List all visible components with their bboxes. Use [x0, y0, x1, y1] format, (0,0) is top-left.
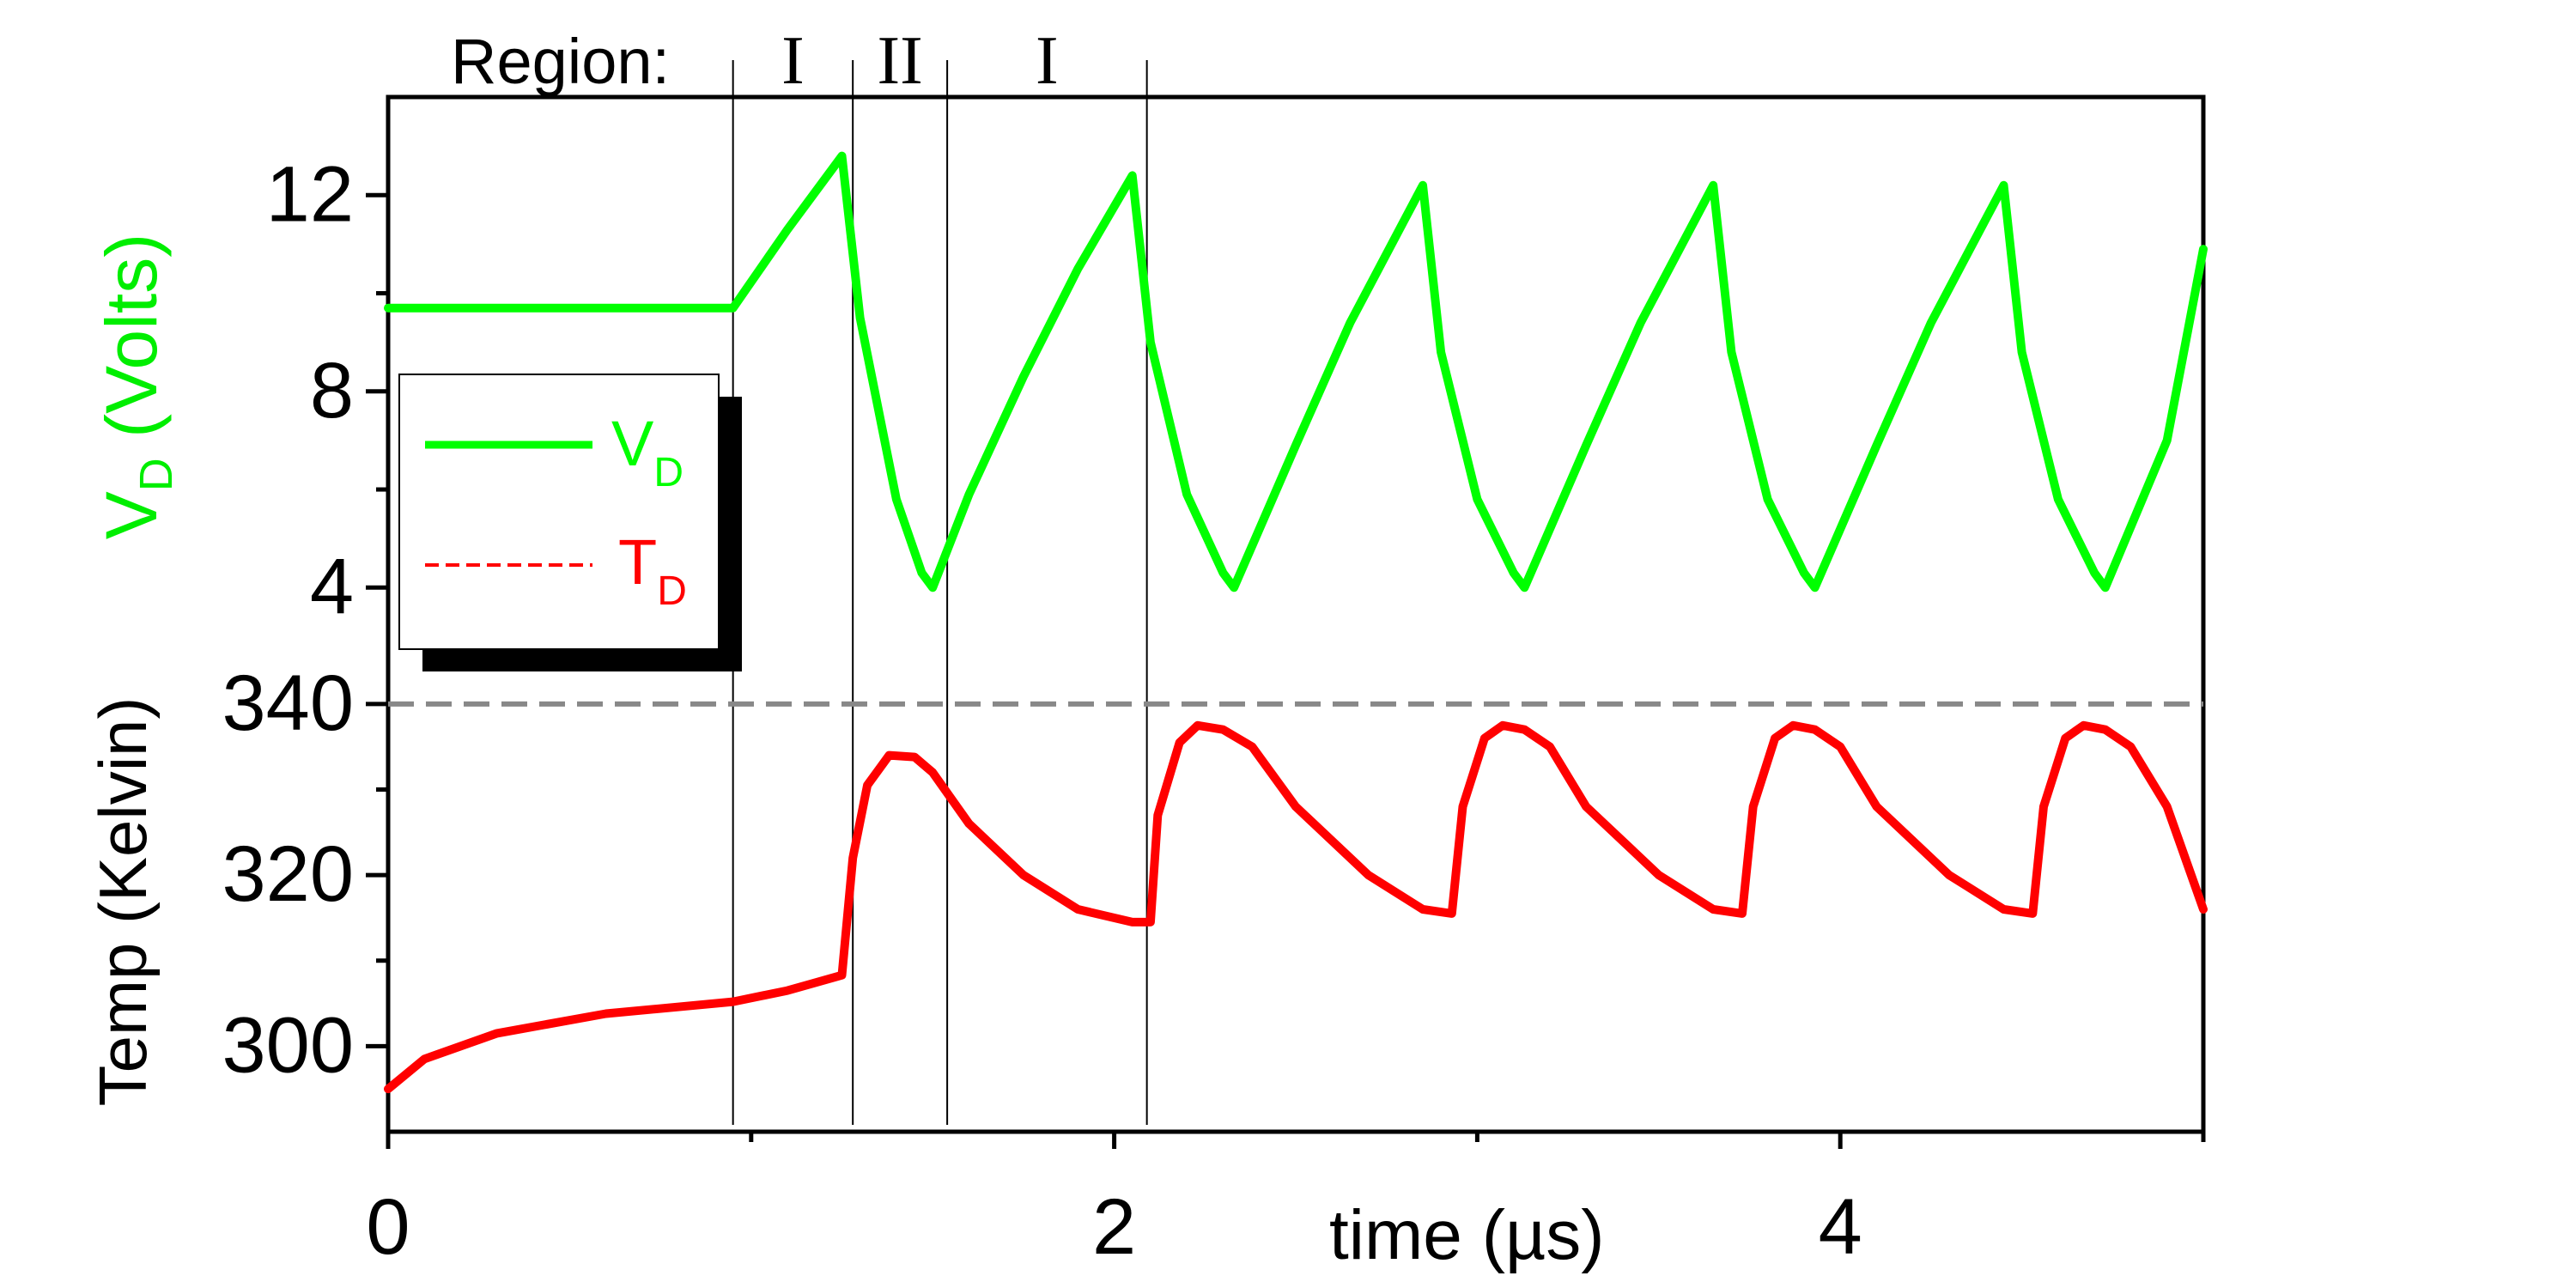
ylabel-v-main: V [91, 491, 172, 539]
series-vd-line [384, 151, 2208, 592]
series-vd-group [384, 151, 2208, 592]
y-voltage-tick-label: 4 [310, 543, 354, 630]
y-axis-label-voltage: VD (Volts) [91, 234, 182, 539]
y-temp-tick-label: 320 [222, 830, 355, 918]
x-tick-label: 2 [1092, 1183, 1136, 1271]
ylabel-v-rest: (Volts) [91, 234, 172, 458]
series-td-line [384, 720, 2208, 1094]
x-axis-label: time (µs) [1329, 1196, 1605, 1274]
legend-box [398, 374, 720, 650]
region-2-label: II [878, 23, 923, 99]
legend-vd-sub: D [653, 450, 683, 495]
series-td-group [384, 720, 2208, 1094]
x-tick-label: 0 [366, 1183, 410, 1271]
y-axis-ticks: 4 8 12 300 320 340 [222, 150, 388, 1089]
legend-label-td: TD [618, 526, 687, 614]
legend-td-sub: D [657, 568, 687, 614]
y-axis-label-temp: Temp (Kelvin) [85, 697, 161, 1107]
legend: VD TD [398, 374, 742, 671]
plot-frame [386, 94, 2206, 1134]
y-voltage-tick-label: 12 [266, 150, 354, 238]
legend-td-main: T [618, 526, 657, 598]
y-voltage-tick-label: 8 [310, 347, 354, 434]
y-temp-tick-label: 340 [222, 659, 355, 747]
region-1-label: I [781, 23, 805, 99]
legend-label-vd: VD [611, 408, 683, 495]
ylabel-v-sub: D [131, 458, 182, 491]
region-labels: I II I [781, 23, 1059, 99]
legend-vd-main: V [611, 408, 654, 479]
region-3-label: I [1036, 23, 1059, 99]
region-label: Region: [451, 26, 670, 97]
x-axis-ticks: 0 2 4 [366, 1132, 2206, 1271]
x-tick-label: 4 [1819, 1183, 1862, 1271]
y-temp-tick-label: 300 [222, 1001, 355, 1089]
